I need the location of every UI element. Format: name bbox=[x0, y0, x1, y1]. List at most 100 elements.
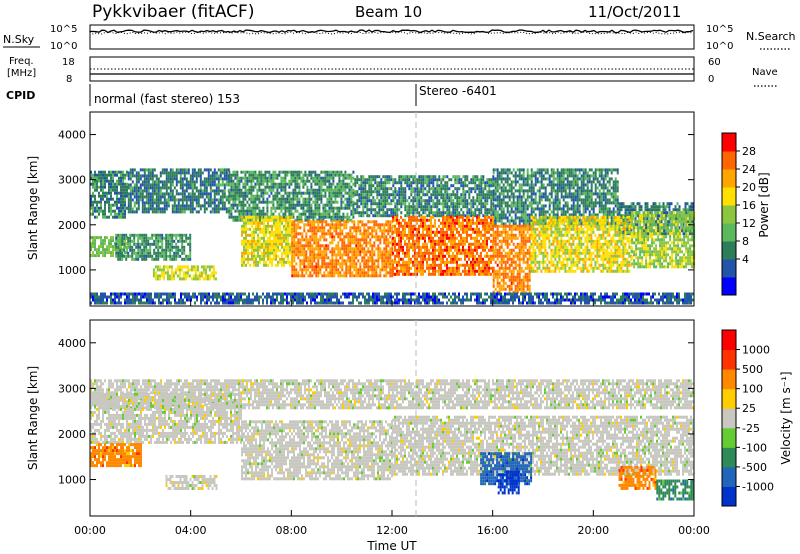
heatmap-cell bbox=[364, 193, 367, 197]
heatmap-cell bbox=[308, 179, 311, 183]
heatmap-cell bbox=[343, 238, 346, 242]
heatmap-cell bbox=[556, 219, 559, 223]
heatmap-cell bbox=[604, 207, 607, 211]
heatmap-cell bbox=[201, 195, 204, 199]
heatmap-cell bbox=[486, 178, 489, 182]
heatmap-cell bbox=[124, 185, 126, 189]
heatmap-cell bbox=[217, 186, 220, 190]
heatmap-cell bbox=[668, 205, 671, 209]
heatmap-cell bbox=[313, 265, 316, 269]
heatmap-cell bbox=[230, 209, 233, 213]
heatmap-cell bbox=[141, 195, 144, 199]
heatmap-cell bbox=[108, 188, 110, 192]
heatmap-cell bbox=[600, 198, 603, 202]
heatmap-cell bbox=[265, 239, 267, 243]
heatmap-cell bbox=[193, 186, 196, 190]
heatmap-cell bbox=[644, 223, 647, 227]
heatmap-cell bbox=[256, 206, 259, 210]
heatmap-cell bbox=[432, 178, 435, 182]
heatmap-cell bbox=[574, 195, 577, 199]
heatmap-cell bbox=[476, 196, 479, 200]
heatmap-cell bbox=[110, 212, 112, 216]
heatmap-cell bbox=[102, 194, 104, 198]
heatmap-cell bbox=[368, 199, 371, 203]
heatmap-cell bbox=[255, 218, 257, 222]
heatmap-cell bbox=[175, 242, 178, 246]
heatmap-cell bbox=[498, 192, 501, 196]
heatmap-cell bbox=[414, 190, 417, 194]
heatmap-cell bbox=[472, 187, 475, 191]
heatmap-cell bbox=[288, 197, 291, 201]
heatmap-cell bbox=[492, 171, 495, 175]
heatmap-cell bbox=[412, 211, 415, 215]
heatmap-cell bbox=[291, 235, 294, 239]
heatmap-cell bbox=[152, 271, 155, 275]
heatmap-cell bbox=[122, 206, 124, 210]
heatmap-cell bbox=[305, 238, 308, 242]
heatmap-cell bbox=[337, 244, 340, 248]
heatmap-cell bbox=[628, 214, 631, 218]
heatmap-cell bbox=[267, 245, 269, 249]
heatmap-cell bbox=[126, 170, 128, 174]
heatmap-cell bbox=[155, 207, 158, 211]
heatmap-cell bbox=[351, 256, 354, 260]
heatmap-cell bbox=[424, 181, 427, 185]
heatmap-cell bbox=[682, 208, 685, 212]
heatmap-cell bbox=[319, 235, 322, 239]
heatmap-cell bbox=[462, 199, 465, 203]
heatmap-cell bbox=[170, 265, 173, 269]
heatmap-cell bbox=[175, 245, 178, 249]
heatmap-cell bbox=[576, 195, 579, 199]
heatmap-cell bbox=[133, 242, 136, 246]
heatmap-cell bbox=[178, 277, 181, 281]
heatmap-cell bbox=[506, 195, 509, 199]
heatmap-cell bbox=[250, 206, 253, 210]
heatmap-cell bbox=[163, 195, 166, 199]
heatmap-cell bbox=[317, 229, 320, 233]
heatmap-cell bbox=[524, 210, 527, 214]
heatmap-cell bbox=[139, 233, 142, 237]
heatmap-cell bbox=[312, 179, 315, 183]
heatmap-cell bbox=[151, 186, 154, 190]
heatmap-cell bbox=[438, 211, 441, 215]
heatmap-cell bbox=[454, 214, 457, 218]
heatmap-cell bbox=[269, 242, 271, 246]
heatmap-cell bbox=[100, 173, 102, 177]
heatmap-cell bbox=[104, 236, 106, 240]
heatmap-cell bbox=[446, 205, 449, 209]
heatmap-cell bbox=[317, 244, 320, 248]
heatmap-cell bbox=[350, 173, 353, 177]
heatmap-cell bbox=[108, 185, 110, 189]
heatmap-cell bbox=[329, 268, 332, 272]
heatmap-cell bbox=[440, 196, 443, 200]
heatmap-cell bbox=[228, 170, 231, 174]
heatmap-cell bbox=[155, 174, 158, 178]
heatmap-cell bbox=[244, 197, 247, 201]
heatmap-cell bbox=[348, 197, 351, 201]
heatmap-cell bbox=[514, 216, 517, 220]
heatmap-cell bbox=[230, 188, 233, 192]
heatmap-cell bbox=[468, 193, 471, 197]
heatmap-cell bbox=[191, 210, 194, 214]
heatmap-cell bbox=[158, 274, 161, 278]
heatmap-cell bbox=[331, 241, 334, 245]
heatmap-cell bbox=[540, 177, 543, 181]
heatmap-cell bbox=[96, 215, 98, 219]
heatmap-cell bbox=[632, 202, 635, 206]
heatmap-cell bbox=[287, 251, 289, 255]
heatmap-cell bbox=[442, 193, 445, 197]
heatmap-cell bbox=[374, 214, 377, 218]
heatmap-cell bbox=[572, 198, 575, 202]
heatmap-cell bbox=[141, 257, 144, 261]
heatmap-cell bbox=[251, 221, 253, 225]
heatmap-cell bbox=[339, 250, 342, 254]
heatmap-cell bbox=[582, 177, 585, 181]
heatmap-cell bbox=[263, 230, 265, 234]
heatmap-cell bbox=[410, 205, 413, 209]
heatmap-cell bbox=[236, 173, 239, 177]
heatmap-cell bbox=[279, 227, 281, 231]
heatmap-cell bbox=[438, 178, 441, 182]
heatmap-cell bbox=[656, 223, 659, 227]
heatmap-cell bbox=[122, 173, 124, 177]
heatmap-cell bbox=[176, 265, 179, 269]
